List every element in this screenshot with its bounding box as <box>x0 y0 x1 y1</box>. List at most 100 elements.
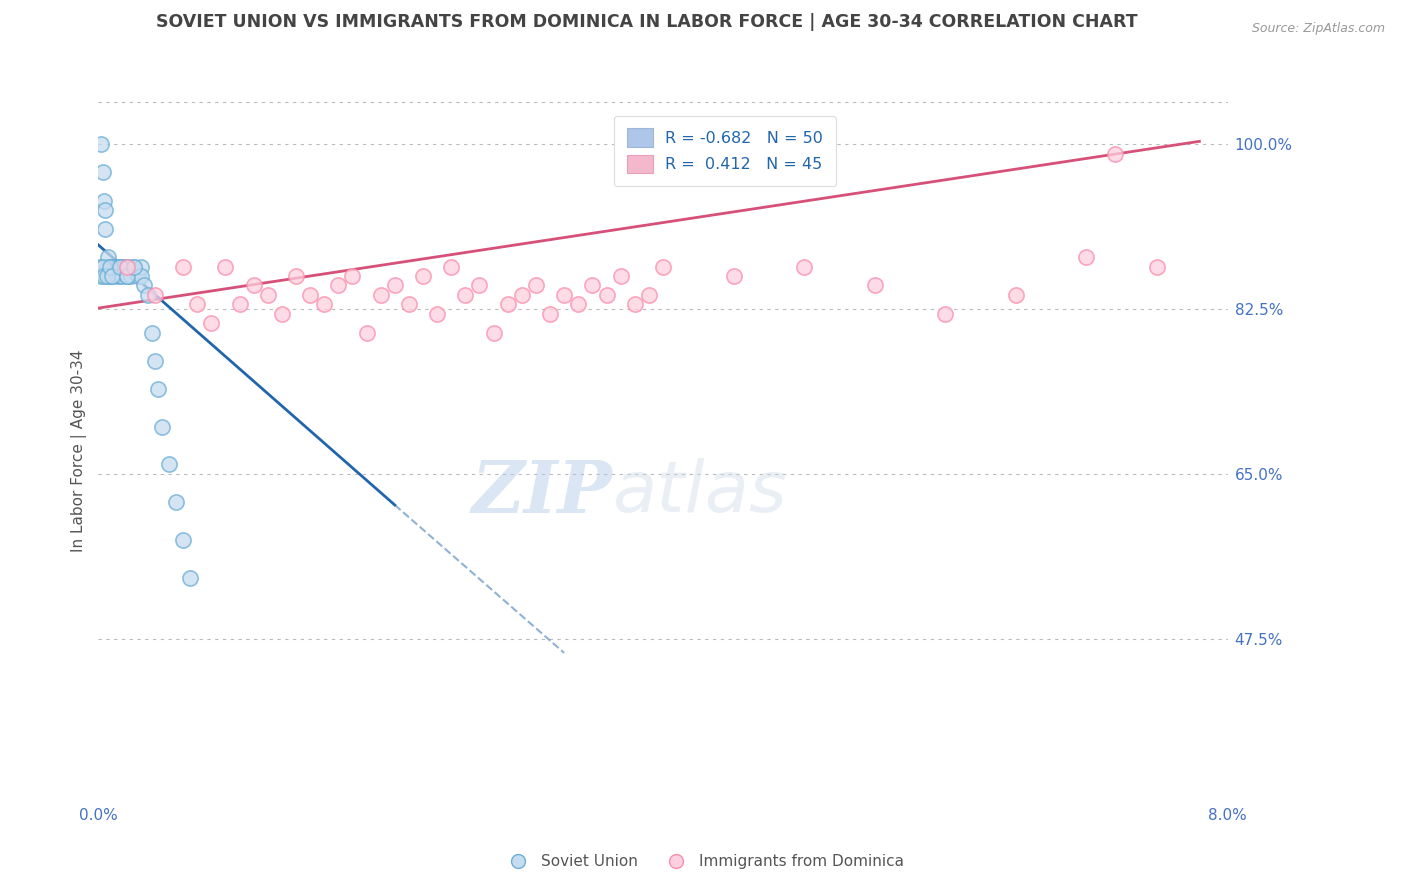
Point <box>93 268 115 283</box>
Point <box>107 260 129 274</box>
Point <box>553 288 575 302</box>
Point <box>370 288 392 302</box>
Point <box>454 288 477 302</box>
Point <box>141 326 163 340</box>
Point <box>581 278 603 293</box>
Point <box>143 354 166 368</box>
Point <box>94 203 117 218</box>
Point <box>132 278 155 293</box>
Legend: R = -0.682   N = 50, R =  0.412   N = 45: R = -0.682 N = 50, R = 0.412 N = 45 <box>614 116 837 186</box>
Point <box>638 288 661 302</box>
Point <box>179 570 201 584</box>
Point <box>118 260 141 274</box>
Point <box>496 297 519 311</box>
Point <box>115 260 138 274</box>
Point <box>468 278 491 293</box>
Point <box>314 297 336 311</box>
Point <box>127 268 149 283</box>
Point <box>524 278 547 293</box>
Point <box>98 268 121 283</box>
Point <box>934 307 956 321</box>
Point <box>228 297 250 311</box>
Point <box>108 260 131 274</box>
Point <box>122 260 145 274</box>
Point <box>100 260 122 274</box>
Point <box>108 260 131 274</box>
Point <box>115 260 138 274</box>
Point <box>91 165 114 179</box>
Point <box>1104 146 1126 161</box>
Point <box>112 260 135 274</box>
Point <box>91 260 114 274</box>
Point <box>482 326 505 340</box>
Point <box>214 260 236 274</box>
Point <box>863 278 886 293</box>
Point <box>510 288 533 302</box>
Point <box>328 278 350 293</box>
Point <box>172 533 194 547</box>
Point <box>242 278 264 293</box>
Point <box>120 268 142 283</box>
Text: Source: ZipAtlas.com: Source: ZipAtlas.com <box>1251 22 1385 36</box>
Point <box>98 260 121 274</box>
Point <box>96 268 118 283</box>
Point <box>270 307 292 321</box>
Point <box>342 268 364 283</box>
Point <box>1005 288 1028 302</box>
Point <box>165 495 187 509</box>
Point <box>157 458 180 472</box>
Text: ZIP: ZIP <box>471 458 612 528</box>
Point <box>538 307 561 321</box>
Text: SOVIET UNION VS IMMIGRANTS FROM DOMINICA IN LABOR FORCE | AGE 30-34 CORRELATION : SOVIET UNION VS IMMIGRANTS FROM DOMINICA… <box>156 13 1137 31</box>
Point <box>1146 260 1168 274</box>
Point <box>412 268 434 283</box>
Point <box>384 278 406 293</box>
Point <box>356 326 378 340</box>
Point <box>129 260 152 274</box>
Point <box>609 268 631 283</box>
Point <box>595 288 617 302</box>
Point <box>299 288 322 302</box>
Point <box>150 419 173 434</box>
Point <box>101 260 124 274</box>
Point <box>793 260 815 274</box>
Point <box>105 268 128 283</box>
Point <box>122 260 145 274</box>
Point <box>115 268 138 283</box>
Point <box>723 268 745 283</box>
Point <box>115 268 138 283</box>
Y-axis label: In Labor Force | Age 30-34: In Labor Force | Age 30-34 <box>72 349 87 551</box>
Point <box>652 260 675 274</box>
Point <box>172 260 194 274</box>
Point <box>398 297 420 311</box>
Point <box>426 307 449 321</box>
Point <box>90 137 112 152</box>
Text: atlas: atlas <box>612 458 787 527</box>
Point <box>285 268 308 283</box>
Point <box>93 194 115 208</box>
Point <box>89 260 111 274</box>
Point <box>101 268 124 283</box>
Point <box>143 288 166 302</box>
Point <box>111 268 134 283</box>
Point <box>186 297 208 311</box>
Point <box>97 250 120 264</box>
Legend: Soviet Union, Immigrants from Dominica: Soviet Union, Immigrants from Dominica <box>496 848 910 875</box>
Point <box>101 260 124 274</box>
Point <box>90 268 112 283</box>
Point <box>567 297 589 311</box>
Point <box>101 268 124 283</box>
Point <box>146 382 169 396</box>
Point <box>104 260 127 274</box>
Point <box>256 288 278 302</box>
Point <box>200 316 222 330</box>
Point <box>98 260 121 274</box>
Point <box>110 260 132 274</box>
Point <box>136 288 159 302</box>
Point <box>96 260 118 274</box>
Point <box>97 268 120 283</box>
Point <box>623 297 645 311</box>
Point <box>108 268 131 283</box>
Point <box>94 222 117 236</box>
Point <box>440 260 463 274</box>
